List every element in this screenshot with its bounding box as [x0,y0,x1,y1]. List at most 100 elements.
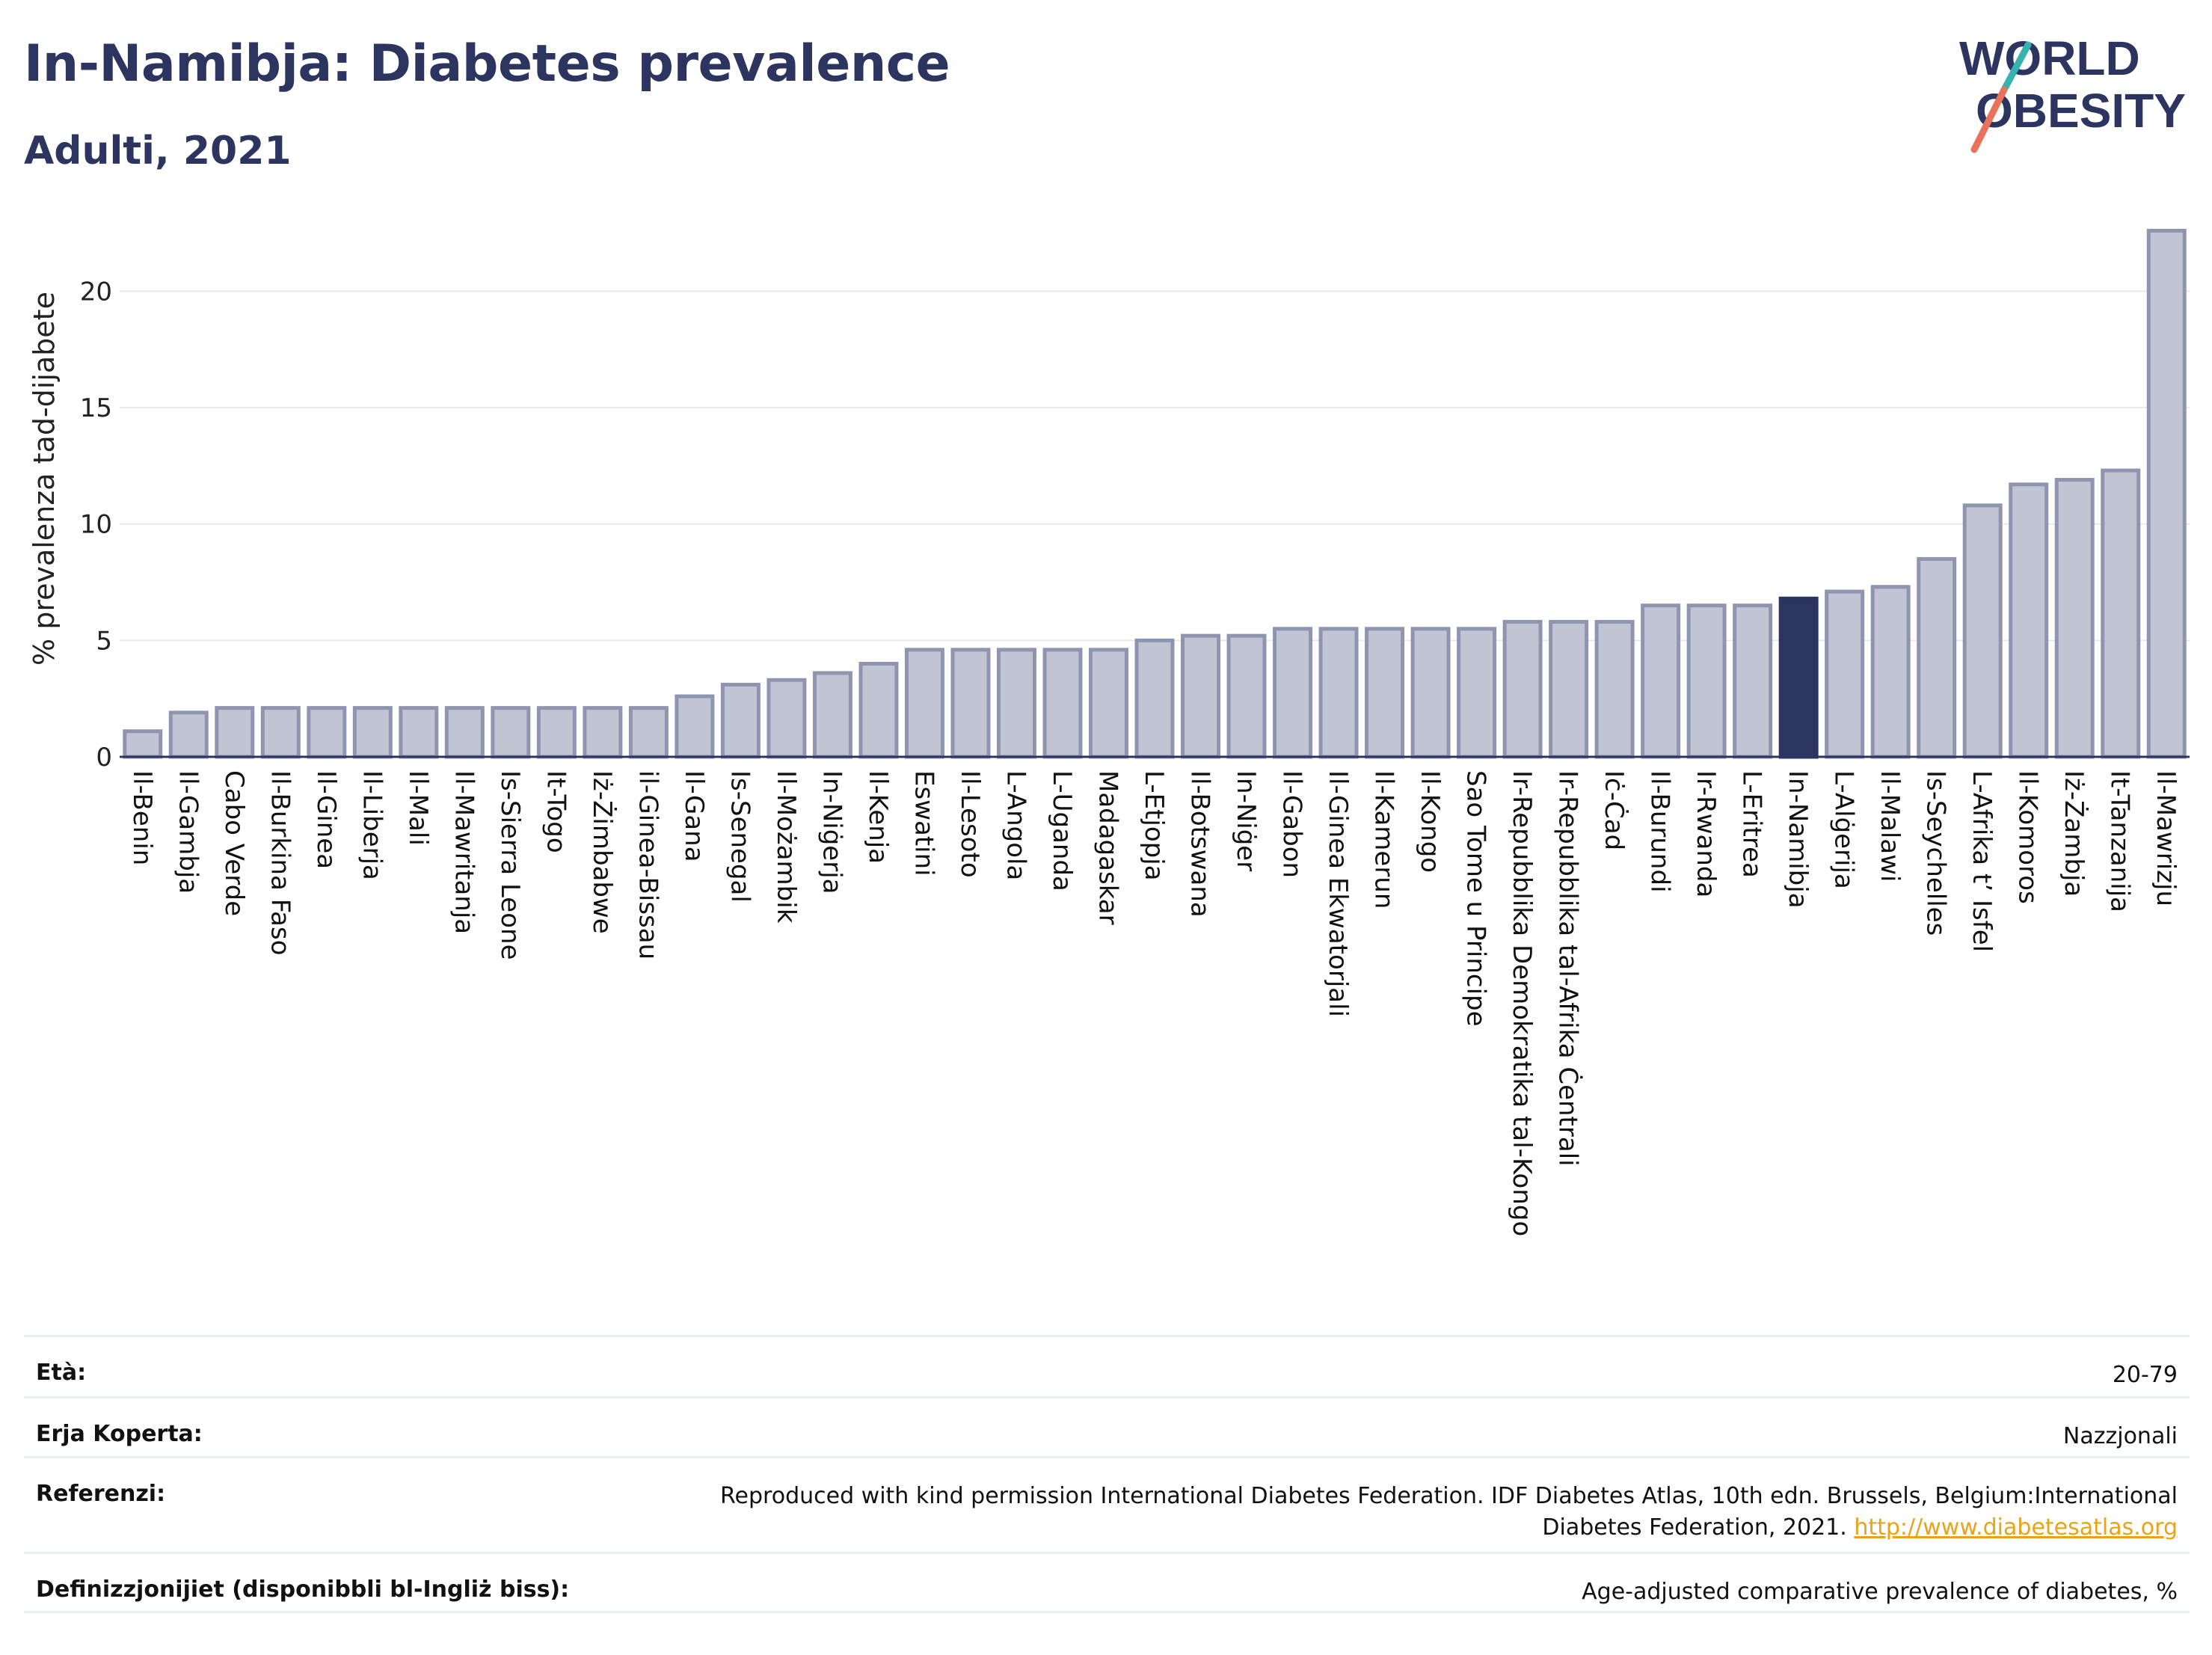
bar [1042,648,1083,759]
x-tick-label: In-Namibja [1783,770,1813,909]
page-subtitle: Adulti, 2021 [24,129,292,174]
bar [1549,619,1589,759]
bar [491,706,531,759]
bar [1962,503,2003,759]
bar [950,648,991,759]
bar [1457,627,1497,759]
bar [996,648,1036,759]
bar [583,706,623,759]
x-tick-label: Il-Benin [127,770,157,865]
bar [628,706,669,759]
bar [123,729,163,759]
bar [812,671,852,759]
x-tick-label: It-Tanzanija [2105,770,2135,912]
x-tick-label: Cabo Verde [219,770,249,916]
bar [1502,619,1543,759]
bar [352,706,393,759]
references-label: Referenzi: [36,1481,166,1507]
x-tick-label: Il-Kongo [1415,770,1445,873]
footer-table: Età: 20-79 Erja Koperta: Nazzjonali Refe… [24,1335,2190,1613]
bar [2101,468,2141,759]
bar [1365,627,1405,759]
x-tick-label: Sao Tome u Principe [1461,770,1491,1027]
x-tick-label: Is-Sierra Leone [495,770,525,960]
bar [1273,627,1313,759]
bar [536,706,577,759]
bar [1870,585,1911,759]
x-tick-label: In-Niġerja [817,770,847,894]
y-tick-label: 10 [80,510,112,540]
bar-chart: 0 5 10 15 20 % prevalenza tad-dijabete Il-Beni… [28,228,2190,1236]
logo-line1: WORLD [1959,31,2140,85]
x-tick-label: Ir-Repubblika tal-Afrika Ċentrali [1553,770,1584,1167]
y-tick-label: 20 [80,277,112,307]
x-tick-label: L-Alġerija [1829,770,1859,889]
definitions-value: Age-adjusted comparative prevalence of d… [1582,1579,2178,1605]
x-tick-label: Iċ-Ċad [1599,770,1629,850]
bar [1088,648,1128,759]
x-tick-label: Il-Komoros [2013,770,2043,904]
bar [720,682,761,759]
logo-slash-teal [2000,41,2032,93]
x-tick-label: Il-Kenja [863,770,893,864]
x-tick-label: Ir-Rwanda [1691,770,1721,897]
world-obesity-logo: WORLD OBESITY [1959,31,2186,153]
x-tick-label: Il-Burkina Faso [265,770,295,956]
y-axis-label: % prevalenza tad-dijabete [28,292,61,666]
x-tick-label: Il-Botswana [1185,770,1215,918]
x-tick-label: Il-Możambik [771,770,801,924]
bar [1778,596,1819,759]
x-tick-label: Is-Seychelles [1921,770,1951,936]
x-tick-label: Il-Ginea Ekwatorjali [1323,770,1353,1017]
bar [1917,556,1957,759]
footer-row-age: Età: 20-79 [24,1335,2190,1396]
bar [260,706,301,759]
footer-row-references: Referenzi: Reproduced with kind permissi… [24,1456,2190,1552]
bar [1686,604,1727,759]
x-tick-label: L-Eritrea [1737,770,1767,878]
x-tick-label: Il-Mawritanja [449,770,479,934]
coverage-label: Erja Koperta: [36,1421,203,1447]
x-tick-label: Il-Malawi [1875,770,1905,882]
x-tick-label: Madagaskar [1093,770,1122,925]
bar [168,710,209,759]
x-tick-label: Iż-Żambja [2059,770,2089,897]
diabetes-atlas-link[interactable]: http://www.diabetesatlas.org [1854,1514,2178,1541]
x-tick-label: Il-Gabon [1277,770,1307,878]
x-tick-label: Il-Lesoto [955,770,985,878]
definitions-label: Definizzjonijiet (disponibbli bl-Ingliż … [36,1576,570,1603]
y-tick-label: 5 [96,626,112,656]
references-line1: Reproduced with kind permission Internat… [720,1483,2178,1509]
bar [2146,228,2187,759]
x-tick-label: Il-Kamerun [1369,770,1399,909]
bar [2009,482,2049,759]
bar [1226,633,1267,759]
logo-slash-coral [1970,86,2008,153]
x-tick-label: il-Ginea-Bissau [633,770,663,959]
x-tick-label: L-Afrika t’ Isfel [1967,770,1997,952]
bar [2054,478,2095,759]
page-title: In-Namibja: Diabetes prevalence [24,34,950,93]
bar [1134,638,1175,759]
bar [1594,619,1635,759]
footer-row-definitions: Definizzjonijiet (disponibbli bl-Ingliż … [24,1552,2190,1613]
x-tick-label: In-Niġer [1231,770,1261,871]
x-tick-label: Ir-Repubblika Demokratika tal-Kongo [1507,770,1537,1236]
bar [307,706,347,759]
x-tick-label: Il-Mali [403,770,433,846]
x-tick-label: L-Uganda [1047,770,1077,891]
y-tick-label: 0 [96,743,112,773]
bar [1181,633,1221,759]
bar [1318,627,1359,759]
footer-row-coverage: Erja Koperta: Nazzjonali [24,1396,2190,1456]
bar [1733,604,1773,759]
bar [1825,589,1865,759]
x-tick-label: Il-Gambja [173,770,203,894]
bar [1641,604,1681,759]
x-tick-label: Il-Burundi [1645,770,1675,893]
age-label: Età: [36,1360,87,1386]
x-tick-label: Il-Gana [679,770,709,862]
x-tick-label: Il-Ginea [311,770,341,869]
x-tick-label: L-Angola [1001,770,1030,880]
references-value: Reproduced with kind permission Internat… [720,1458,2178,1544]
